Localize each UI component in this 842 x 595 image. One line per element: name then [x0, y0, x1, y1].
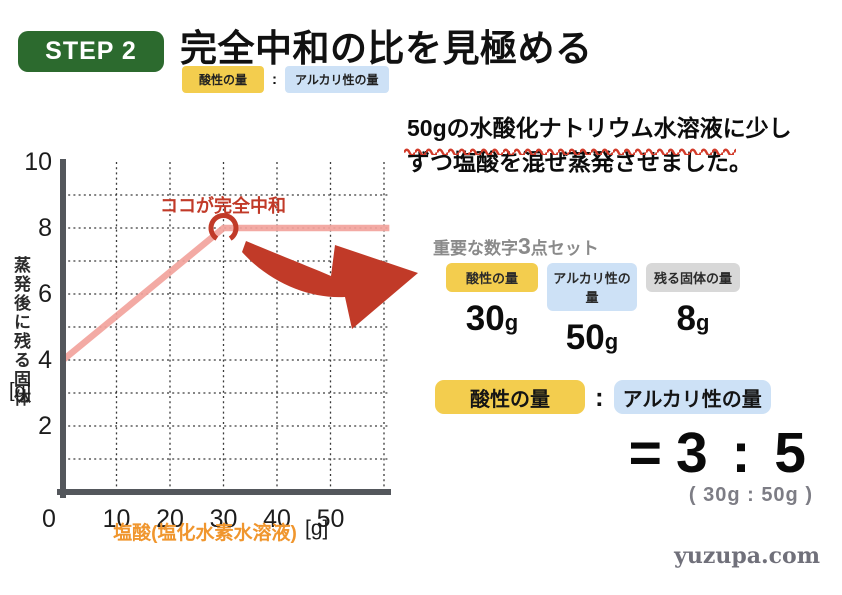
key-numbers-heading-post: 点セット	[530, 239, 599, 258]
key-numbers-heading-pre: 重要な数字	[433, 239, 518, 258]
key-number-alkali: アルカリ性の量 50g	[547, 263, 637, 358]
x-tick-label: 50	[316, 505, 345, 533]
acid-value-number: 30	[465, 299, 505, 338]
step-badge: STEP 2	[18, 31, 164, 72]
data-line	[60, 224, 390, 363]
acid-amount-value: 30g	[466, 299, 518, 339]
red-wavy-underline	[404, 146, 736, 155]
ratio-row: 酸性の量 : アルカリ性の量	[435, 380, 771, 414]
x-tick-label: 20	[156, 505, 184, 533]
ratio-colon-large: :	[595, 381, 604, 412]
neutralization-annotation: ココが完全中和	[160, 196, 286, 216]
acid-amount-badge: 酸性の量	[446, 263, 538, 292]
x-tick-label: 40	[263, 505, 291, 533]
y-tick-label: 4	[38, 346, 52, 374]
solid-value-number: 8	[676, 299, 696, 338]
key-numbers-heading: 重要な数字3点セット	[433, 233, 599, 260]
x-axis-unit: [g]	[305, 517, 329, 540]
remaining-solid-badge: 残る固体の量	[646, 263, 740, 292]
key-numbers-row: 酸性の量 30g アルカリ性の量 50g 残る固体の量 8g	[446, 263, 740, 358]
acid-value-unit: g	[504, 310, 519, 335]
acid-amount-badge: 酸性の量	[182, 66, 265, 93]
remaining-solid-value: 8g	[677, 299, 710, 339]
ratio-value: 3 : 5	[675, 421, 810, 485]
problem-line-1: 50gの水酸化ナトリウム水溶液に少し	[407, 115, 792, 141]
x-tick-label: 30	[209, 505, 238, 533]
ratio-detail: ( 30g : 50g )	[688, 484, 813, 506]
x-tick-label: 0	[42, 505, 56, 533]
y-axis-unit: [g]	[9, 380, 32, 402]
solid-value-unit: g	[696, 310, 710, 335]
alkali-value-number: 50	[565, 318, 605, 357]
ratio-equation: = 3 : 5	[555, 420, 810, 486]
y-tick-label: 10	[24, 148, 52, 176]
x-tick-label: 10	[102, 505, 131, 533]
alkali-amount-badge-large: アルカリ性の量	[613, 380, 771, 414]
y-tick-label: 8	[38, 214, 52, 242]
page-title: 完全中和の比を見極める	[180, 28, 593, 69]
chart-canvas	[57, 159, 391, 498]
x-axis-title: 塩酸(塩化水素水溶液)	[113, 523, 297, 544]
alkali-value-unit: g	[604, 329, 619, 354]
big-arrow-icon	[242, 241, 418, 329]
acid-amount-badge-large: 酸性の量	[435, 380, 585, 414]
ratio-colon: :	[272, 71, 278, 88]
neutralization-point-ring	[208, 213, 239, 243]
key-number-solid: 残る固体の量 8g	[646, 263, 740, 358]
equals-sign: =	[628, 421, 662, 485]
key-number-acid: 酸性の量 30g	[446, 263, 538, 358]
header-ratio-legend: 酸性の量 : アルカリ性の量	[182, 66, 389, 93]
y-tick-label: 6	[38, 280, 52, 308]
alkali-amount-badge: アルカリ性の量	[547, 263, 637, 311]
alkali-amount-badge: アルカリ性の量	[285, 66, 389, 93]
problem-text: 50gの水酸化ナトリウム水溶液に少し ずつ塩酸を混ぜ蒸発させました。	[407, 111, 837, 179]
key-numbers-heading-num: 3	[518, 233, 531, 259]
alkali-amount-value: 50g	[566, 318, 618, 358]
y-axis-title: 蒸発後に残る固体	[11, 256, 30, 408]
watermark: yuzupa.com	[674, 543, 820, 569]
chart-plot: ココが完全中和 2 4 6 8 10 0 10 20 30 40 50	[24, 148, 391, 533]
y-tick-label: 2	[38, 412, 52, 440]
